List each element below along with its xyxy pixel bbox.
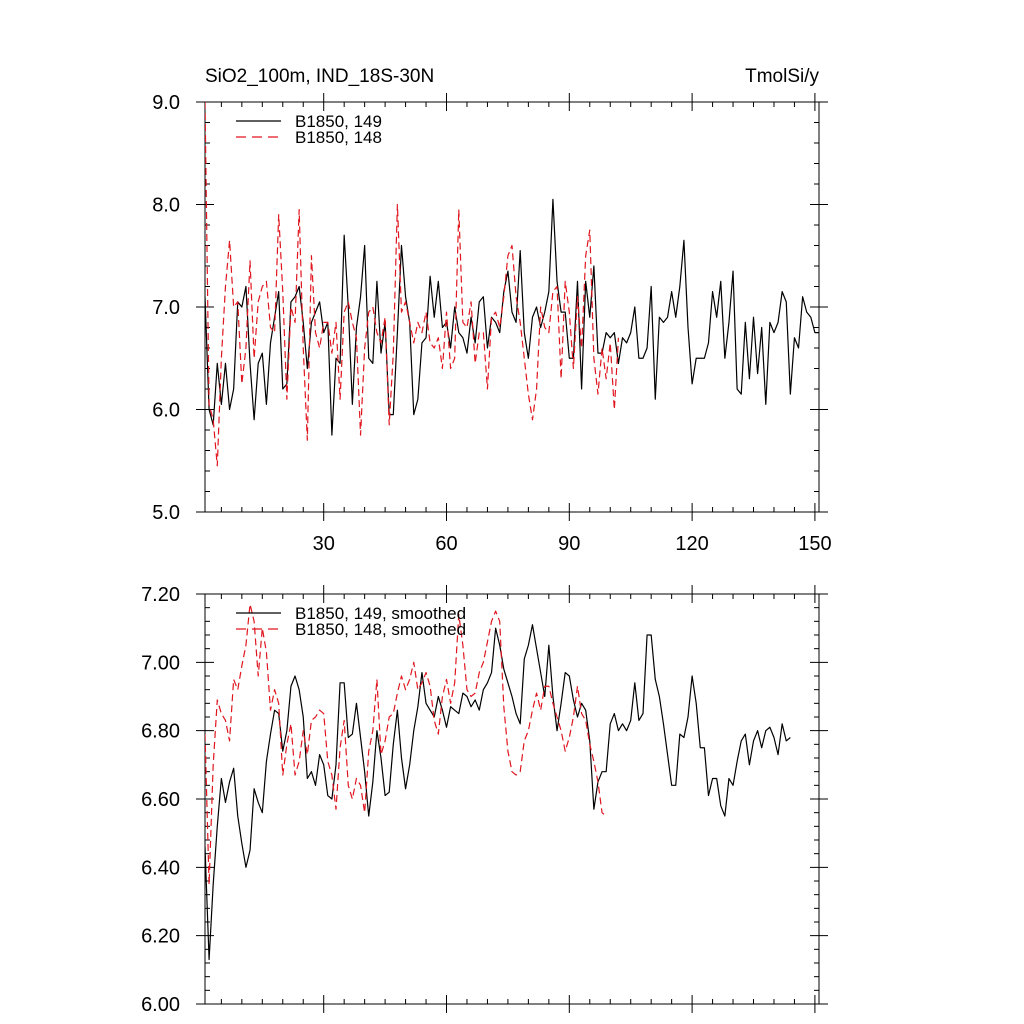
panel-0-ytick-label-3: 8.0	[152, 195, 180, 217]
panel-0-legend-label-1: B1850, 148	[295, 128, 382, 147]
panel-1-ytick-label-5: 7.00	[141, 652, 180, 674]
panel-1-ytick-label-1: 6.20	[141, 926, 180, 948]
panel-1-ytick-label-0: 6.00	[141, 994, 180, 1016]
panel-0-ytick-label-4: 9.0	[152, 92, 180, 114]
panel-1-ytick-label-4: 6.80	[141, 721, 180, 743]
panel-0-ytick-label-1: 6.0	[152, 400, 180, 422]
panel-0-xtick-label-30: 30	[313, 533, 335, 555]
panel-0-xtick-label-120: 120	[675, 533, 708, 555]
bottom-panel: 6.00 6.20 6.40 6.60 6.80 7.00 7.20 B1850, 149, …	[141, 584, 828, 1016]
panel-0-xtick-label-90: 90	[558, 533, 580, 555]
panel-0-title-right: TmolSi/y	[745, 66, 819, 87]
panel-1-ytick-label-6: 7.20	[141, 584, 180, 606]
panel-0-legend-label-0: B1850, 149	[295, 112, 382, 131]
panel-0-title-left: SiO2_100m, IND_18S-30N	[205, 66, 434, 87]
panel-1-ytick-label-2: 6.40	[141, 857, 180, 879]
panel-1-legend-label-1: B1850, 148, smoothed	[295, 620, 466, 639]
panel-1-series-line-1	[205, 603, 607, 886]
panel-0-xtick-label-150: 150	[798, 533, 831, 555]
panel-0-ytick-label-2: 7.0	[152, 297, 180, 319]
panel-1-ytick-label-3: 6.60	[141, 789, 180, 811]
panel-0-series-line-1	[205, 102, 620, 467]
panel-0-xtick-label-60: 60	[435, 533, 457, 555]
panel-0-ytick-label-0: 5.0	[152, 502, 180, 524]
panel-1-series-line-0	[205, 624, 791, 961]
panel-1-legend-label-0: B1850, 149, smoothed	[295, 604, 466, 623]
top-panel: 30 60 90 120 150 5.0 6.0 7.0 8.0 9.0 SiO2_100m, IN…	[152, 66, 831, 555]
